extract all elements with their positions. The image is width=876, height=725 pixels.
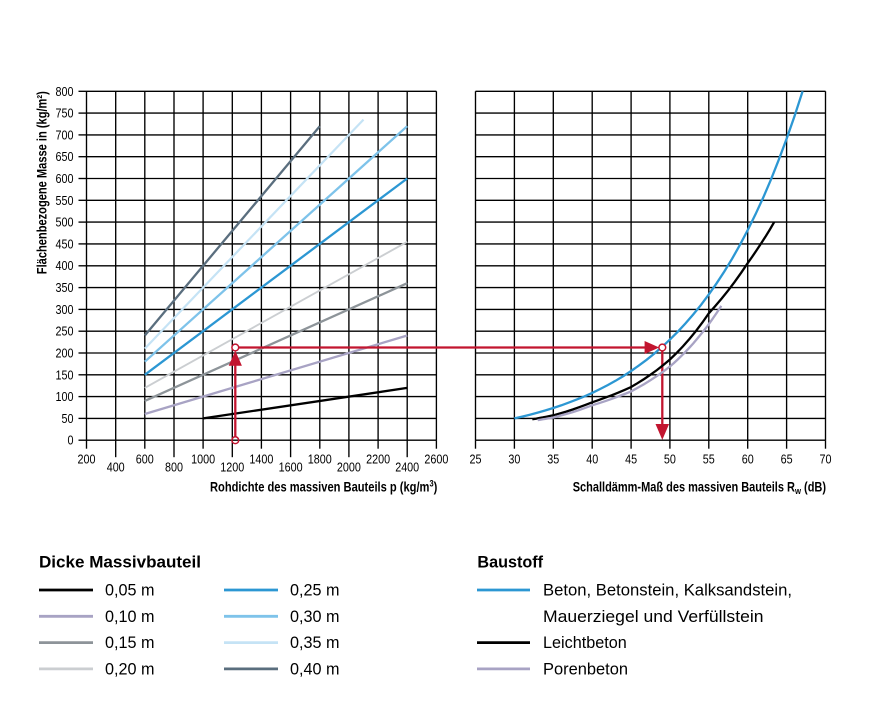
svg-text:400: 400 [107, 461, 125, 475]
svg-text:70: 70 [820, 452, 832, 466]
svg-text:50: 50 [664, 452, 676, 466]
svg-text:450: 450 [56, 237, 74, 251]
svg-text:50: 50 [62, 412, 74, 426]
svg-text:0,25 m: 0,25 m [290, 582, 340, 600]
svg-text:250: 250 [56, 325, 74, 339]
svg-text:1400: 1400 [249, 452, 273, 466]
svg-text:550: 550 [56, 194, 74, 208]
svg-text:500: 500 [56, 216, 74, 230]
svg-text:750: 750 [56, 107, 74, 121]
svg-text:700: 700 [56, 128, 74, 142]
svg-text:30: 30 [508, 452, 520, 466]
svg-text:150: 150 [56, 368, 74, 382]
svg-text:650: 650 [56, 150, 74, 164]
svg-text:200: 200 [78, 452, 96, 466]
svg-text:Dicke Massivbauteil: Dicke Massivbauteil [39, 553, 201, 571]
svg-text:600: 600 [56, 172, 74, 186]
svg-text:1000: 1000 [191, 452, 215, 466]
svg-text:55: 55 [703, 452, 715, 466]
svg-text:350: 350 [56, 281, 74, 295]
svg-text:800: 800 [56, 85, 74, 99]
svg-text:2600: 2600 [424, 452, 448, 466]
svg-text:600: 600 [136, 452, 154, 466]
svg-text:Mauerziegel und Verfüllstein: Mauerziegel und Verfüllstein [543, 608, 764, 626]
svg-text:60: 60 [742, 452, 754, 466]
svg-text:35: 35 [547, 452, 559, 466]
svg-text:800: 800 [165, 461, 183, 475]
svg-text:Flächenbezogene Masse in (kg/m: Flächenbezogene Masse in (kg/m²) [35, 91, 50, 274]
svg-text:65: 65 [781, 452, 793, 466]
svg-text:100: 100 [56, 390, 74, 404]
svg-text:40: 40 [586, 452, 598, 466]
svg-text:Rohdichte des massiven Bauteil: Rohdichte des massiven Bauteils p (kg/m3… [210, 479, 437, 495]
svg-text:45: 45 [625, 452, 637, 466]
svg-text:0,20 m: 0,20 m [105, 661, 155, 679]
svg-text:Baustoff: Baustoff [477, 553, 543, 571]
svg-text:Beton, Betonstein, Kalksandste: Beton, Betonstein, Kalksandstein, [543, 582, 792, 600]
svg-text:1800: 1800 [308, 452, 332, 466]
svg-text:200: 200 [56, 347, 74, 361]
svg-text:2200: 2200 [366, 452, 390, 466]
svg-text:300: 300 [56, 303, 74, 317]
svg-text:Leichtbeton: Leichtbeton [543, 634, 627, 652]
svg-text:25: 25 [470, 452, 482, 466]
svg-text:2400: 2400 [395, 461, 419, 475]
svg-text:0,35 m: 0,35 m [290, 634, 340, 652]
svg-text:0,05 m: 0,05 m [105, 582, 155, 600]
svg-text:1200: 1200 [220, 461, 244, 475]
svg-text:0,40 m: 0,40 m [290, 661, 340, 679]
svg-text:Schalldämm-Maß des massiven Ba: Schalldämm-Maß des massiven Bauteils Rw … [573, 480, 826, 497]
svg-text:2000: 2000 [337, 461, 361, 475]
svg-text:Porenbeton: Porenbeton [543, 661, 628, 679]
svg-text:0: 0 [68, 434, 74, 448]
svg-text:1600: 1600 [279, 461, 303, 475]
svg-text:400: 400 [56, 259, 74, 273]
svg-text:0,30 m: 0,30 m [290, 608, 340, 626]
svg-text:0,15 m: 0,15 m [105, 634, 155, 652]
svg-text:0,10 m: 0,10 m [105, 608, 155, 626]
